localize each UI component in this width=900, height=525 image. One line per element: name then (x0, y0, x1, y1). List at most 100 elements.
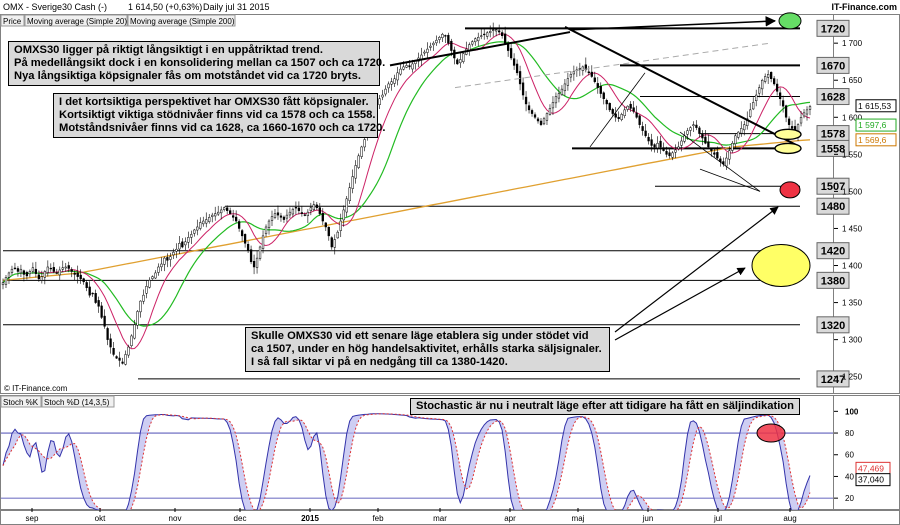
candle (593, 71, 596, 84)
candle (767, 70, 770, 85)
candle (324, 222, 327, 231)
level-badge (816, 56, 850, 74)
candle (79, 269, 82, 284)
candle (758, 84, 761, 98)
legend-sma20: Moving average (Simple 20) (27, 17, 127, 26)
note-shortterm-line-2: Kortsiktigt viktiga stödnivåer finns vid… (59, 109, 376, 121)
candle (181, 238, 184, 249)
candle (665, 146, 668, 158)
stoch-axis (833, 395, 900, 510)
candle (127, 344, 130, 358)
candle (674, 144, 677, 159)
candle (808, 104, 812, 116)
candle (130, 334, 133, 348)
candle (34, 261, 38, 278)
candle (459, 52, 462, 68)
period: Daily jul 31 2015 (203, 2, 270, 12)
x-tick-label: aug (783, 514, 796, 523)
candle (560, 85, 564, 96)
candle (121, 357, 124, 365)
candle (396, 66, 399, 86)
candle (775, 78, 779, 96)
candle (10, 265, 14, 276)
candle (764, 73, 767, 84)
candle (139, 300, 142, 318)
level-badge (816, 19, 850, 37)
candle (348, 182, 351, 204)
candle (16, 266, 20, 277)
candle (542, 116, 546, 126)
stoch-k-line (2, 413, 811, 517)
last-price: 1 614,50 (+0,63%) (128, 2, 202, 12)
level-badge (816, 370, 850, 388)
candle (49, 263, 52, 272)
candle (462, 52, 465, 64)
candle (566, 72, 570, 91)
candle (444, 34, 447, 44)
candle (393, 74, 396, 87)
candle (805, 106, 809, 121)
candle (498, 24, 501, 36)
candle (145, 280, 148, 299)
candle (387, 81, 390, 93)
candle (109, 333, 112, 354)
note-longterm-line-1: OMXS30 ligger på riktigt långsiktigt i e… (14, 44, 323, 56)
candle (190, 230, 193, 244)
candle (384, 85, 387, 97)
candle (471, 40, 474, 47)
candle (608, 102, 611, 112)
candle (252, 254, 256, 275)
candle (770, 71, 773, 83)
price-badge (855, 133, 897, 147)
candle (647, 133, 650, 145)
candle (246, 241, 250, 253)
candle (689, 126, 692, 137)
candle (285, 209, 289, 223)
candle (136, 310, 139, 330)
candle (650, 133, 653, 152)
candle (172, 248, 175, 259)
target-ellipse-red (779, 181, 801, 199)
candle (680, 136, 683, 152)
candle (692, 121, 695, 133)
candle (509, 42, 513, 61)
candle (297, 201, 301, 215)
price-tick-label: 1 600 (842, 113, 863, 122)
candle (91, 292, 94, 297)
candle (707, 134, 710, 149)
x-tick-label: dec (234, 514, 247, 523)
candle (205, 212, 208, 228)
candle (656, 136, 659, 153)
candle (512, 53, 516, 70)
candle (22, 269, 26, 282)
candle (220, 206, 223, 220)
candle (103, 309, 106, 329)
target-ellipse-yellow (751, 244, 811, 288)
candle (321, 208, 324, 226)
candle (644, 124, 647, 138)
candle (557, 86, 561, 103)
candle (193, 228, 196, 237)
stoch-badge (855, 473, 891, 487)
candle (569, 71, 573, 83)
candle (178, 235, 181, 254)
candle (187, 231, 190, 249)
level-label: 1628 (821, 92, 845, 104)
x-tick-label: 2015 (301, 514, 319, 523)
candle (596, 77, 599, 94)
x-tick-label: maj (572, 514, 585, 523)
candle (237, 219, 241, 232)
candle (199, 217, 202, 231)
candle (515, 59, 519, 76)
x-tick-label: feb (372, 514, 384, 523)
x-tick-label: nov (169, 514, 182, 523)
level-label: 1420 (821, 246, 845, 258)
candle (480, 28, 483, 40)
candle (276, 205, 280, 220)
candle (483, 28, 486, 40)
candle (533, 112, 537, 120)
trendline-dashed (454, 42, 771, 89)
wedge-upper (679, 131, 761, 192)
level-label: 1480 (821, 201, 845, 213)
x-tick-label: apr (504, 514, 516, 523)
